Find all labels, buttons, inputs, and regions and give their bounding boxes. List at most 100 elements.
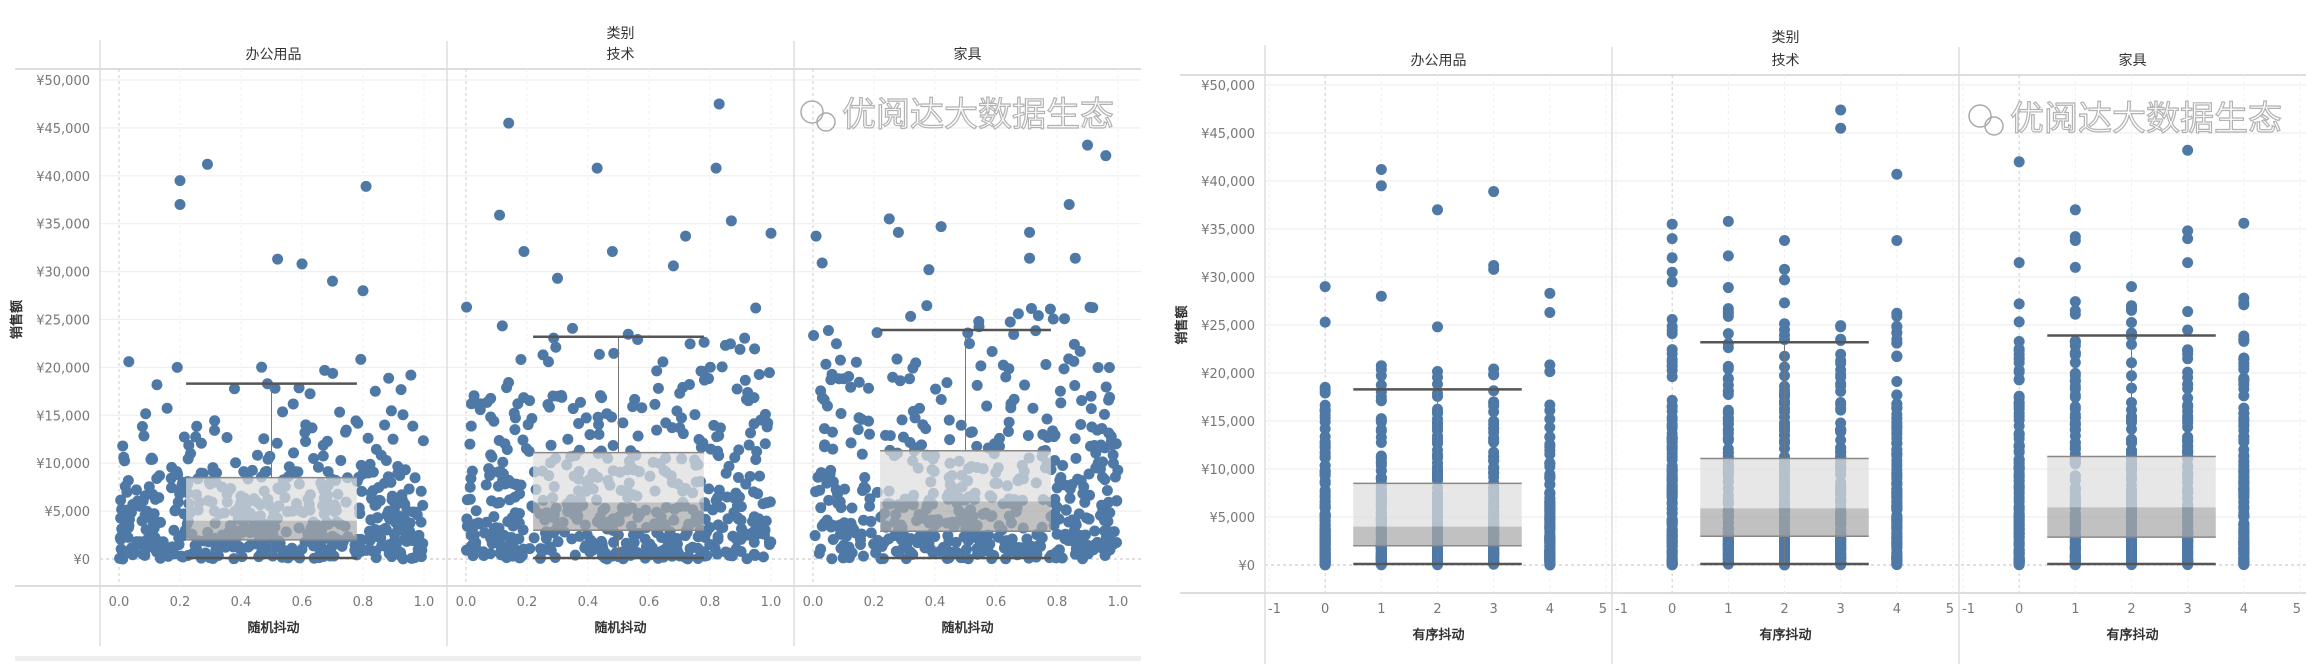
data-point	[503, 117, 515, 129]
y-tick-label: ¥10,000	[36, 457, 90, 472]
bottom-scroll-strip	[15, 656, 1141, 661]
data-point	[178, 431, 190, 443]
data-point	[759, 438, 771, 450]
data-point	[1835, 357, 1847, 369]
data-point	[693, 434, 705, 446]
data-point	[548, 332, 560, 344]
data-point	[2182, 306, 2194, 318]
data-point	[593, 348, 605, 360]
data-point	[2013, 316, 2025, 328]
y-tick-label: ¥40,000	[1201, 175, 1255, 190]
x-axis-title: 随机抖动	[247, 620, 299, 636]
data-point	[1049, 454, 1061, 466]
data-point	[823, 494, 835, 506]
data-point	[826, 426, 838, 438]
data-point	[1319, 540, 1331, 552]
data-point	[1666, 233, 1678, 245]
data-point	[763, 367, 775, 379]
data-point	[1432, 204, 1443, 216]
data-point	[2182, 233, 2194, 245]
y-tick-label: ¥40,000	[36, 170, 90, 185]
data-point	[392, 460, 404, 472]
data-point	[1722, 535, 1734, 547]
data-point	[923, 264, 935, 276]
data-point	[1008, 393, 1020, 405]
data-point	[1375, 180, 1387, 192]
data-point	[2126, 300, 2137, 312]
data-point	[496, 320, 508, 332]
box-lower-half	[880, 501, 1051, 532]
data-point	[757, 551, 769, 563]
data-point	[871, 327, 883, 339]
data-point	[117, 440, 129, 452]
data-point	[1779, 263, 1790, 275]
data-point	[261, 465, 273, 477]
x-tick-label: 0.8	[700, 595, 721, 610]
data-point	[859, 482, 871, 494]
data-point	[584, 429, 596, 441]
data-point	[2069, 419, 2081, 431]
data-point	[272, 253, 284, 265]
data-point	[715, 501, 727, 513]
data-point	[1099, 474, 1111, 486]
data-point	[2238, 430, 2250, 442]
data-point	[267, 550, 279, 562]
data-point	[121, 519, 133, 531]
data-point	[1891, 235, 1903, 247]
data-point	[710, 162, 722, 174]
x-tick-label: 0.2	[864, 595, 885, 610]
data-point	[2238, 444, 2250, 456]
data-point	[497, 456, 509, 468]
data-point	[2238, 482, 2250, 494]
data-point	[369, 385, 381, 397]
data-point	[1432, 321, 1443, 333]
data-point	[815, 543, 827, 555]
data-point	[911, 537, 923, 549]
data-point	[1006, 537, 1018, 549]
data-point	[822, 324, 834, 336]
data-point	[827, 443, 839, 455]
x-tick-label: 1.0	[1108, 595, 1129, 610]
data-point	[174, 175, 186, 187]
data-point	[820, 358, 832, 370]
data-point	[523, 445, 535, 457]
data-point	[735, 545, 747, 557]
data-point	[277, 406, 289, 418]
data-point	[1095, 509, 1107, 521]
y-tick-label: ¥35,000	[36, 218, 90, 233]
data-point	[733, 444, 745, 456]
data-point	[2013, 537, 2025, 549]
data-point	[971, 543, 983, 555]
data-point	[735, 501, 747, 513]
data-point	[962, 535, 974, 547]
data-point	[478, 549, 490, 561]
data-point	[581, 529, 593, 541]
data-point	[1375, 437, 1387, 449]
data-point	[2238, 456, 2250, 468]
data-point	[689, 409, 701, 421]
data-point	[815, 502, 827, 514]
data-point	[2182, 225, 2194, 237]
y-axis-title: 销售额	[1174, 305, 1190, 344]
data-point	[838, 373, 850, 385]
data-point	[1488, 406, 1500, 418]
data-point	[1054, 385, 1066, 397]
data-point	[271, 437, 283, 449]
data-point	[750, 453, 762, 465]
data-point	[830, 338, 842, 350]
x-tick-label: 0.6	[986, 595, 1007, 610]
data-point	[1012, 308, 1024, 320]
data-point	[1100, 150, 1112, 162]
data-point	[171, 361, 183, 373]
data-point	[727, 530, 739, 542]
data-point	[515, 479, 527, 491]
data-point	[1375, 395, 1387, 407]
data-point	[677, 428, 689, 440]
box-lower-half	[533, 502, 704, 531]
data-point	[950, 536, 962, 548]
data-point	[2126, 281, 2137, 293]
data-point	[965, 426, 977, 438]
box-upper-half	[1700, 458, 1869, 509]
data-point	[593, 428, 605, 440]
data-point	[168, 524, 180, 536]
